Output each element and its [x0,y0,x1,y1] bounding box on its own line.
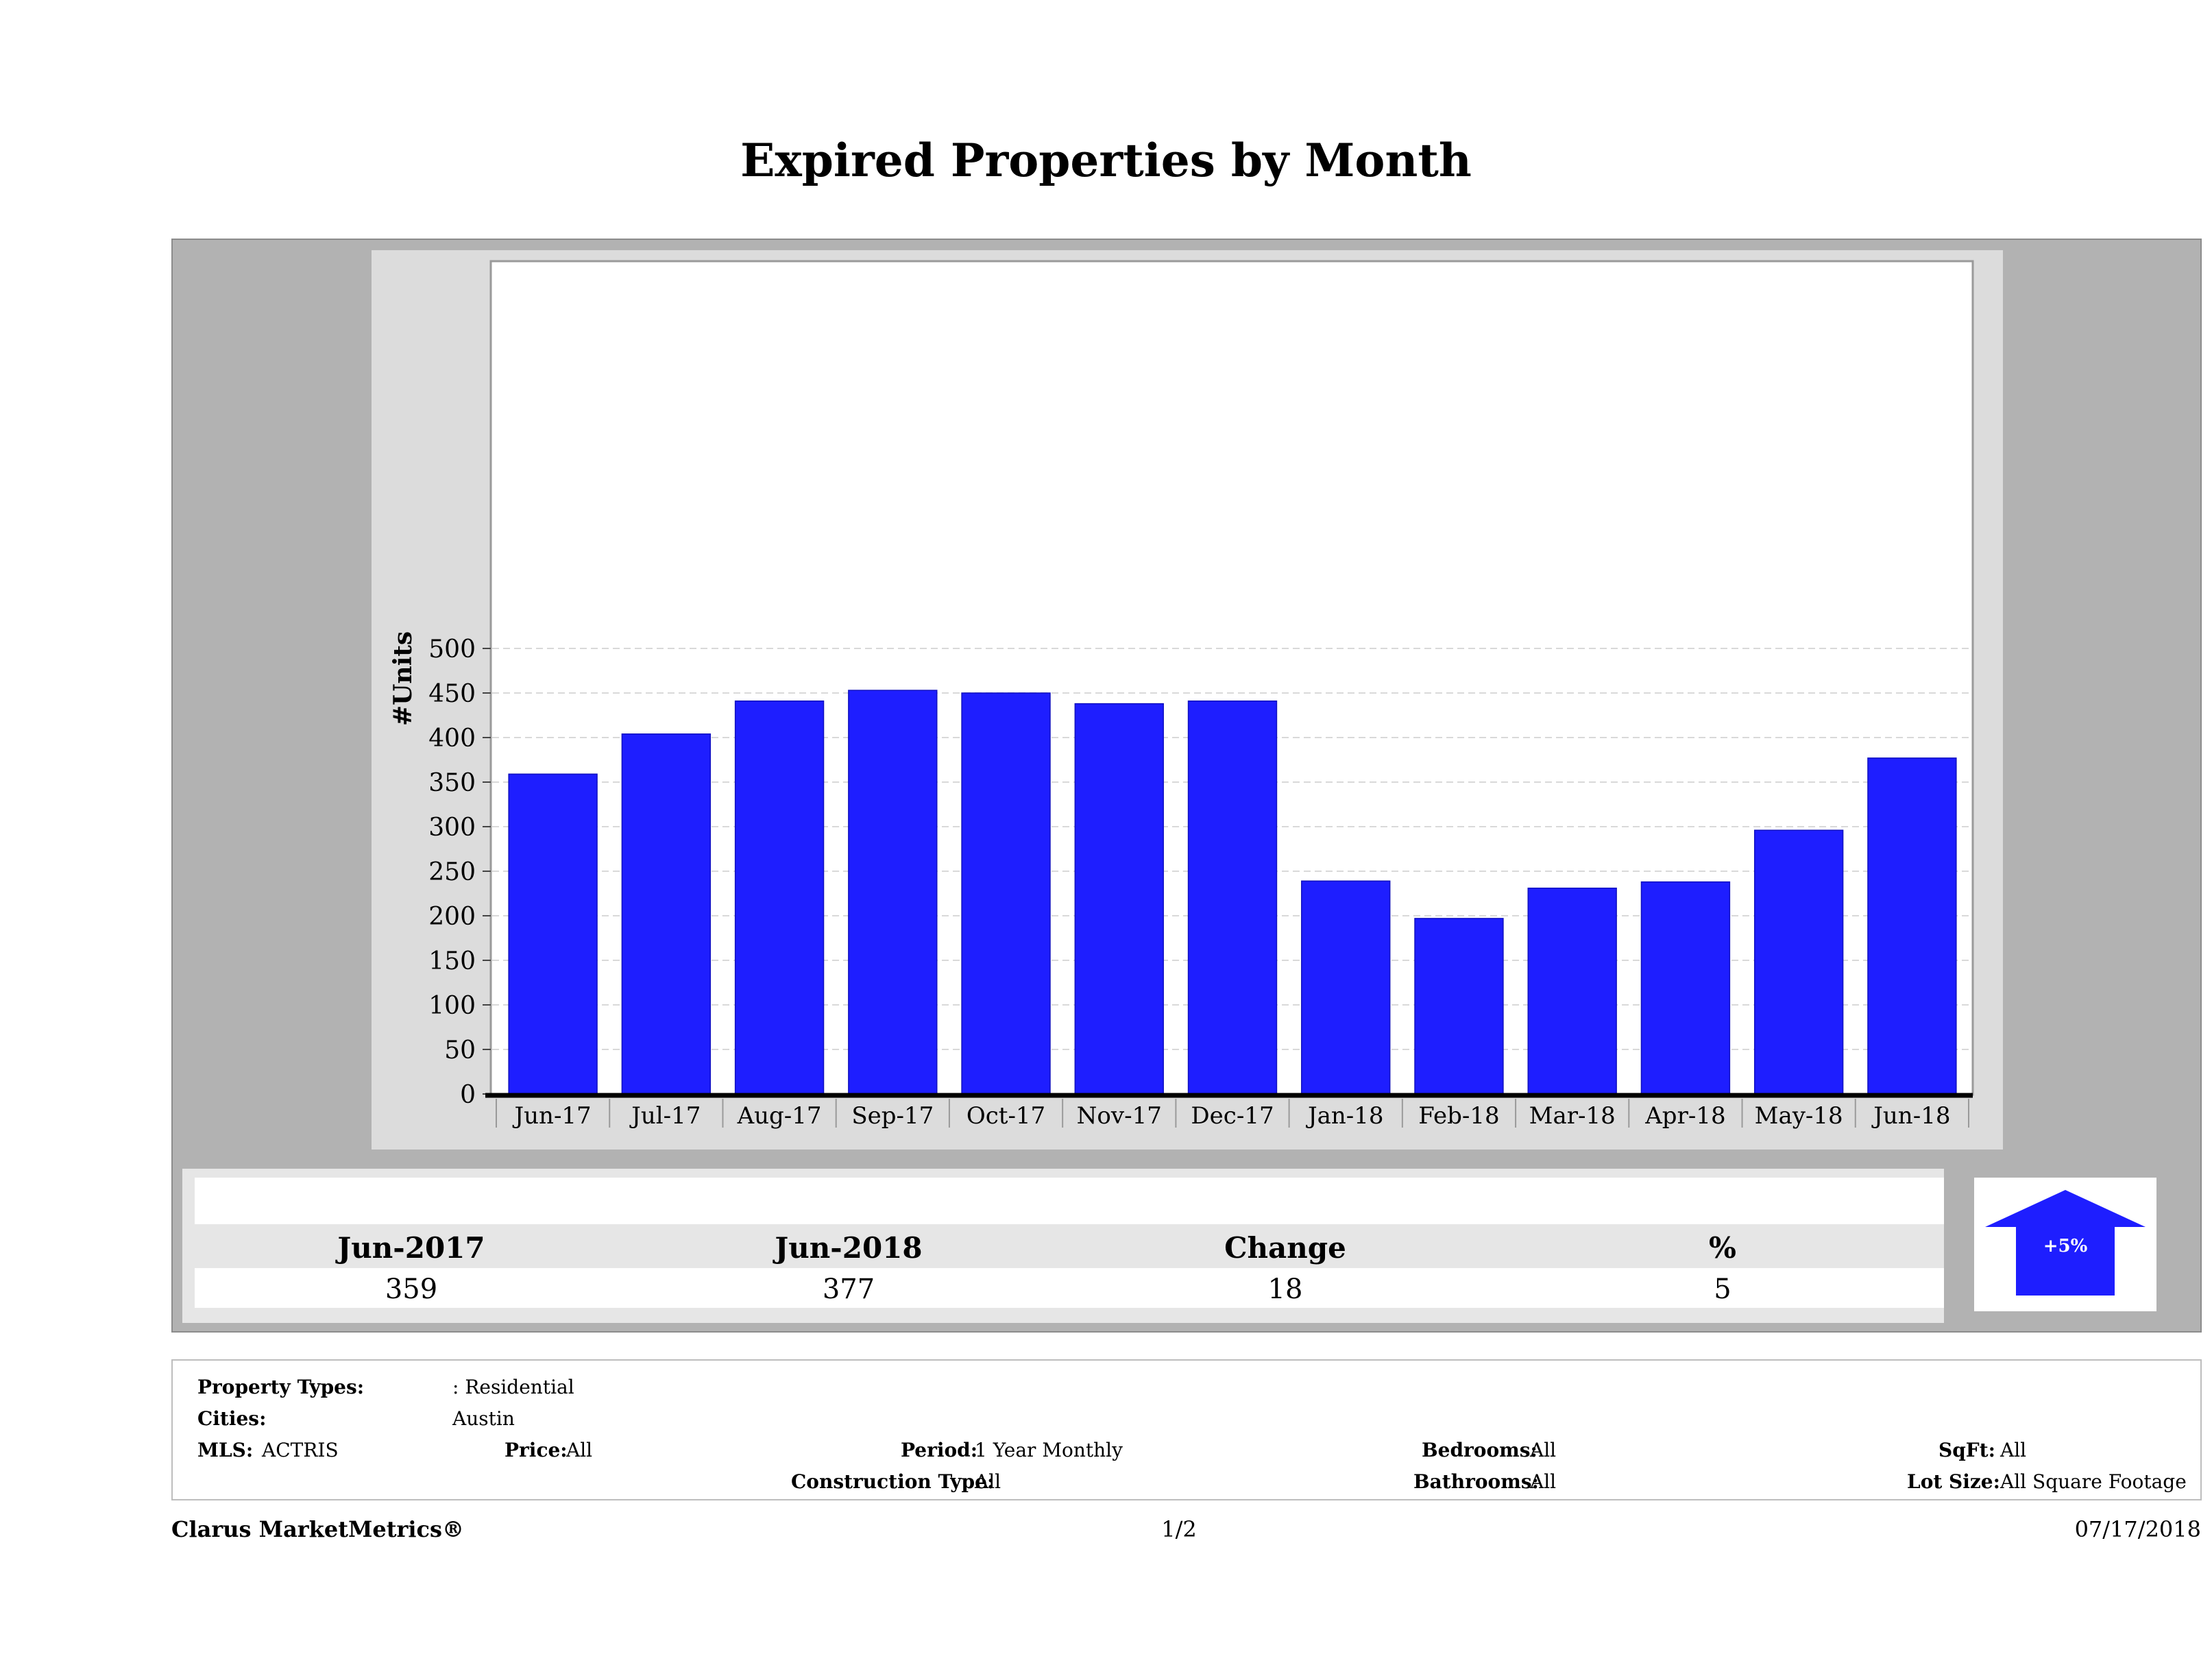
x-tick-label: Jun-17 [513,1102,592,1130]
x-tick-label: May-18 [1755,1102,1843,1130]
bedrooms-value: All [1530,1439,1557,1461]
property-types-value: : Residential [452,1376,574,1398]
period-label: Period: [901,1439,978,1461]
chart-title: Expired Properties by Month [740,134,1472,187]
bar [1414,918,1504,1095]
y-tick-label: 350 [428,769,476,797]
bar [1640,881,1731,1095]
bar [508,773,598,1095]
sqft-value: All [2000,1439,2027,1461]
y-tick-label: 100 [428,992,476,1020]
y-tick-label: 50 [444,1036,476,1065]
stat-header-end: Jun-2018 [775,1231,923,1265]
x-tick-label: Jan-18 [1306,1102,1384,1130]
x-tick-label: Feb-18 [1418,1102,1499,1130]
y-tick-label: 300 [428,814,476,842]
bedrooms-label: Bedrooms: [1422,1439,1538,1461]
sqft-label: SqFt: [1938,1439,1995,1461]
bar [1187,700,1278,1095]
stat-value-change: 18 [1267,1274,1303,1305]
criteria-box: Property Types: : Residential Cities: Au… [171,1359,2202,1500]
stats-value-row [195,1268,1944,1308]
x-tick-label: Aug-17 [737,1102,822,1130]
x-tick-label: Nov-17 [1077,1102,1162,1130]
bar [848,690,938,1095]
y-tick-label: 150 [428,947,476,975]
footer-brand: Clarus MarketMetrics® [171,1516,465,1542]
y-tick-label: 250 [428,858,476,886]
x-tick-label: Jun-18 [1871,1102,1950,1130]
lot-size-value: All Square Footage [2000,1470,2187,1493]
stat-value-start: 359 [385,1274,438,1305]
footer-page-number: 1/2 [1161,1516,1197,1542]
x-tick-label: Oct-17 [967,1102,1045,1130]
stat-header-percent: % [1709,1231,1736,1265]
bathrooms-value: All [1530,1470,1557,1493]
footer-date: 07/17/2018 [2074,1516,2201,1542]
x-tick-label: Apr-18 [1644,1102,1725,1130]
change-badge: +5% [1974,1178,2156,1311]
mls-value: ACTRIS [262,1439,339,1461]
bathrooms-label: Bathrooms: [1413,1470,1539,1493]
bar [734,700,825,1095]
construction-type-value: All [975,1470,1001,1493]
bar [961,692,1051,1095]
y-tick-label: 0 [460,1081,476,1109]
period-value: 1 Year Monthly [975,1439,1123,1461]
y-tick-label: 200 [428,903,476,931]
stat-header-start: Jun-2017 [337,1231,485,1265]
y-tick-label: 500 [428,635,476,664]
bar [1527,887,1617,1095]
x-tick-label: Dec-17 [1191,1102,1274,1130]
y-tick-label: 450 [428,680,476,708]
x-tick-label: Mar-18 [1529,1102,1616,1130]
x-tick-label: Jul-17 [629,1102,701,1130]
lot-size-label: Lot Size: [1907,1470,2000,1493]
stat-value-end: 377 [822,1274,875,1305]
price-label: Price: [505,1439,568,1461]
bar [621,733,712,1095]
construction-type-label: Construction Type: [791,1470,995,1493]
x-tick-label: Sep-17 [851,1102,934,1130]
change-badge-label: +5% [2043,1236,2088,1256]
property-types-label: Property Types: [197,1376,365,1398]
bar-chart: 0 50 100 150 200 250 300 350 400 450 500 Jun-17 Jul-… [389,260,1974,1130]
bar [1301,880,1391,1095]
stats-blank-row [195,1178,1944,1224]
chart-area: 0 50 100 150 200 250 300 350 400 450 500 Jun-17 Jul-… [372,250,2003,1150]
up-arrow-icon: +5% [1985,1190,2146,1296]
y-tick-label: 400 [428,725,476,753]
price-value: All [566,1439,593,1461]
mls-label: MLS: [197,1439,254,1461]
stat-value-percent: 5 [1714,1274,1731,1305]
bar [1074,703,1164,1095]
cities-value: Austin [452,1407,515,1430]
bar [1753,829,1844,1095]
bar [1867,757,1957,1095]
cities-label: Cities: [197,1407,267,1430]
stat-header-change: Change [1224,1231,1346,1265]
y-axis-label: #Units [389,631,417,726]
